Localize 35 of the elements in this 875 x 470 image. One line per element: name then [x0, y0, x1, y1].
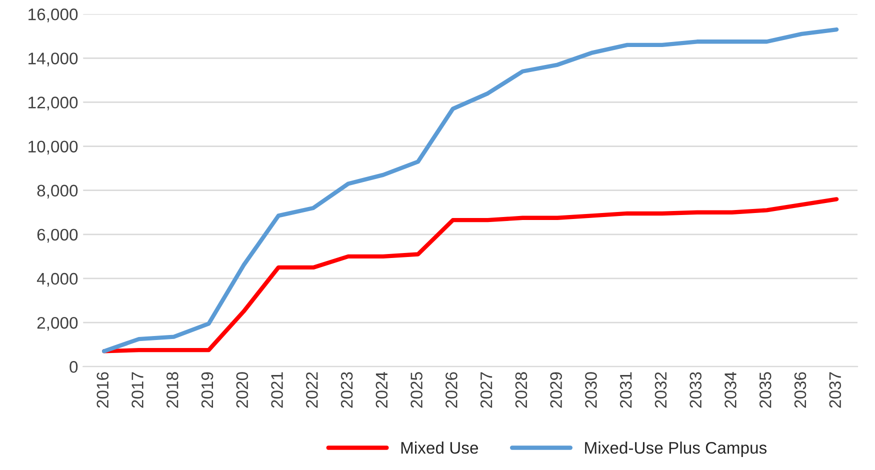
x-tick-label: 2033 — [690, 372, 702, 408]
x-tick-label: 2028 — [515, 372, 528, 408]
x-tick-label: 2023 — [340, 372, 353, 408]
x-tick-label: 2034 — [724, 372, 736, 408]
x-tick-label: 2016 — [96, 372, 109, 408]
legend-label: Mixed-Use Plus Campus — [585, 442, 767, 458]
x-tick-label: 2037 — [829, 372, 842, 408]
x-tick-label: 2029 — [550, 372, 562, 408]
x-tick-label: 2027 — [480, 372, 492, 408]
y-tick-label: 6,000 — [37, 228, 78, 243]
x-tick-label: 2032 — [654, 372, 667, 408]
x-tick-label: 2036 — [794, 372, 806, 408]
y-tick-label: 8,000 — [37, 184, 78, 199]
x-tick-label: 2022 — [306, 372, 318, 408]
x-tick-label: 2020 — [236, 372, 248, 408]
y-tick-label: 12,000 — [28, 96, 78, 110]
y-tick-label: 14,000 — [28, 52, 78, 66]
line-series — [102, 27, 839, 354]
y-tick-label: 0 — [70, 361, 78, 373]
x-tick-label: 2035 — [759, 372, 772, 408]
y-tick-label: 2,000 — [37, 316, 78, 331]
x-tick-label: 2024 — [376, 372, 388, 408]
x-tick-label: 2026 — [446, 372, 458, 408]
x-tick-label: 2018 — [166, 372, 178, 408]
y-tick-label: 16,000 — [28, 8, 78, 22]
x-tick-label: 2030 — [585, 372, 597, 408]
legend-label: Mixed Use — [401, 442, 478, 454]
x-tick-label: 2019 — [201, 372, 214, 408]
x-tick-label: 2021 — [271, 372, 283, 408]
x-tick-label: 2025 — [410, 372, 422, 408]
y-tick-label: 4,000 — [36, 272, 78, 287]
line-series — [102, 197, 839, 354]
x-tick-label: 2017 — [132, 372, 144, 408]
y-tick-label: 10,000 — [28, 140, 78, 154]
x-tick-label: 2031 — [620, 372, 632, 408]
